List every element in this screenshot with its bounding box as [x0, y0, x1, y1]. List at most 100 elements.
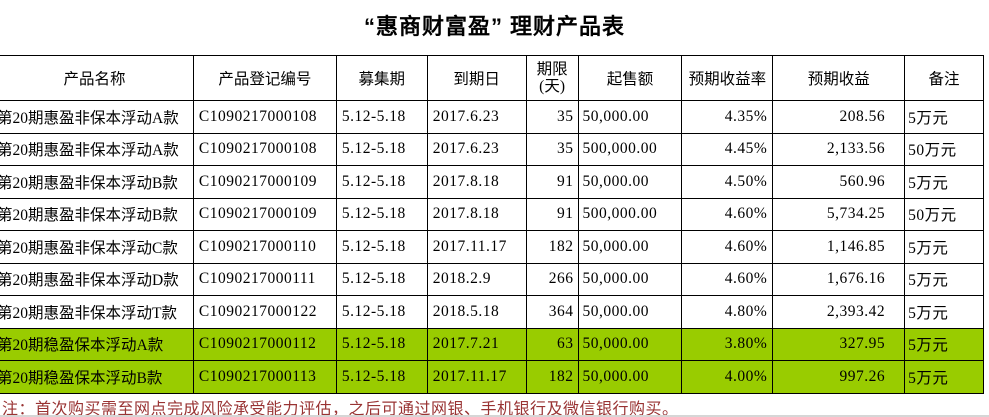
footnote: 注：首次购买需至网点完成风险承受能力评估，之后可通过网银、手机银行及微信银行购买… [2, 401, 679, 417]
table-cell: 5万元 [904, 262, 984, 296]
col-header-term-days: 期限 (天) [525, 55, 579, 101]
table-cell: 50,000.00 [577, 295, 683, 329]
table-row: 第20期惠盈非保本浮动T款 C1090217000122 5.12-5.18 2018… [0, 295, 984, 329]
col-header-product-name: 产品名称 [0, 55, 194, 101]
table-cell: 5万元 [904, 165, 984, 199]
table-cell: 5万元 [904, 327, 984, 361]
table-cell: 2017.6.23 [426, 100, 527, 134]
table-row: 第20期惠盈非保本浮动A款 C1090217000108 5.12-5.18 2017… [0, 132, 984, 166]
table-cell: 35 [525, 100, 579, 134]
table-cell: 第20期稳盈保本浮动A款 [0, 327, 194, 361]
table-cell: 5.12-5.18 [335, 262, 428, 296]
table-cell: 50,000.00 [577, 262, 683, 296]
table-cell: 4.35% [681, 100, 774, 134]
table-cell: 第20期惠盈非保本浮动B款 [0, 197, 194, 231]
table-cell: 4.50% [681, 165, 774, 199]
table-cell: 第20期惠盈非保本浮动D款 [0, 262, 194, 296]
table-cell: 5.12-5.18 [335, 327, 428, 361]
table-cell: 1,146.85 [772, 230, 906, 264]
table-cell: 5万元 [904, 295, 984, 329]
table-cell: 50,000.00 [577, 360, 683, 394]
table-cell: 50万元 [904, 197, 984, 231]
table-cell: 997.26 [772, 360, 906, 394]
table-cell: C1090217000108 [192, 132, 337, 166]
table-cell: 500,000.00 [577, 132, 683, 166]
table-cell: 560.96 [772, 165, 906, 199]
table-cell: 2018.5.18 [426, 295, 527, 329]
table-cell: 327.95 [772, 327, 906, 361]
table-cell: 5.12-5.18 [335, 165, 428, 199]
table-row: 第20期惠盈非保本浮动C款 C1090217000110 5.12-5.18 2017… [0, 230, 984, 264]
col-header-registration-number: 产品登记编号 [192, 55, 337, 101]
table-cell: 91 [525, 165, 579, 199]
table-cell: C1090217000122 [192, 295, 337, 329]
table-cell: 91 [525, 197, 579, 231]
table-row: 第20期惠盈非保本浮动A款 C1090217000108 5.12-5.18 2017… [0, 100, 984, 134]
table-cell: 5.12-5.18 [335, 230, 428, 264]
table-cell: 4.60% [681, 197, 774, 231]
table-cell: 5.12-5.18 [335, 132, 428, 166]
table-cell: 364 [525, 295, 579, 329]
table-cell: 50,000.00 [577, 165, 683, 199]
products-table: 产品名称 产品登记编号 募集期 到期日 期限 (天) 起售额 预期收益率 预期收… [0, 55, 984, 394]
table-cell: 5万元 [904, 100, 984, 134]
col-header-remarks: 备注 [904, 55, 984, 101]
table-cell: 50,000.00 [577, 100, 683, 134]
table-cell: 2017.11.17 [426, 230, 527, 264]
table-cell: 500,000.00 [577, 197, 683, 231]
table-cell: 182 [525, 230, 579, 264]
table-cell: 第20期稳盈保本浮动B款 [0, 360, 194, 394]
table-cell: 第20期惠盈非保本浮动C款 [0, 230, 194, 264]
table-cell: C1090217000112 [192, 327, 337, 361]
table-row: 第20期惠盈非保本浮动D款 C1090217000111 5.12-5.18 2018… [0, 262, 984, 296]
table-cell: 50万元 [904, 132, 984, 166]
table-cell: 2017.8.18 [426, 165, 527, 199]
table-cell: 5万元 [904, 230, 984, 264]
table-cell: C1090217000110 [192, 230, 337, 264]
table-cell: 4.00% [681, 360, 774, 394]
table-cell: 50,000.00 [577, 230, 683, 264]
col-header-minimum-amount: 起售额 [577, 55, 683, 101]
table-cell: 5万元 [904, 360, 984, 394]
table-row: 第20期稳盈保本浮动B款 C1090217000113 5.12-5.18 2017.… [0, 360, 984, 394]
table-cell: 第20期惠盈非保本浮动A款 [0, 132, 194, 166]
table-cell: 266 [525, 262, 579, 296]
table-cell: 4.45% [681, 132, 774, 166]
table-cell: 63 [525, 327, 579, 361]
bottom-edge [0, 415, 989, 417]
table-cell: 4.60% [681, 230, 774, 264]
table-cell: 5,734.25 [772, 197, 906, 231]
col-header-maturity-date: 到期日 [426, 55, 527, 101]
table-cell: 50,000.00 [577, 327, 683, 361]
col-header-fundraising-period: 募集期 [335, 55, 428, 101]
table-cell: 2018.2.9 [426, 262, 527, 296]
table-cell: C1090217000113 [192, 360, 337, 394]
table-cell: 1,676.16 [772, 262, 906, 296]
col-header-expected-return: 预期收益 [772, 55, 906, 101]
col-header-expected-yield-rate: 预期收益率 [681, 55, 774, 101]
table-row: 第20期惠盈非保本浮动B款 C1090217000109 5.12-5.18 2017… [0, 197, 984, 231]
table-cell: C1090217000111 [192, 262, 337, 296]
table-cell: 2017.8.18 [426, 197, 527, 231]
table-cell: 3.80% [681, 327, 774, 361]
header-row: 产品名称 产品登记编号 募集期 到期日 期限 (天) 起售额 预期收益率 预期收… [0, 55, 984, 101]
table-cell: 第20期惠盈非保本浮动A款 [0, 100, 194, 134]
table-cell: 第20期惠盈非保本浮动T款 [0, 295, 194, 329]
table-cell: 2,133.56 [772, 132, 906, 166]
table-cell: 5.12-5.18 [335, 197, 428, 231]
table-cell: 5.12-5.18 [335, 360, 428, 394]
table-cell: C1090217000108 [192, 100, 337, 134]
table-cell: 2017.7.21 [426, 327, 527, 361]
table-cell: 208.56 [772, 100, 906, 134]
table-row: 第20期惠盈非保本浮动B款 C1090217000109 5.12-5.18 2017… [0, 165, 984, 199]
table-cell: 4.60% [681, 262, 774, 296]
table-cell: 35 [525, 132, 579, 166]
table-cell: 第20期惠盈非保本浮动B款 [0, 165, 194, 199]
table-row: 第20期稳盈保本浮动A款 C1090217000112 5.12-5.18 2017.… [0, 327, 984, 361]
table-cell: 2017.11.17 [426, 360, 527, 394]
table-cell: 4.80% [681, 295, 774, 329]
table-cell: 2017.6.23 [426, 132, 527, 166]
table-cell: 5.12-5.18 [335, 100, 428, 134]
table-cell: 182 [525, 360, 579, 394]
